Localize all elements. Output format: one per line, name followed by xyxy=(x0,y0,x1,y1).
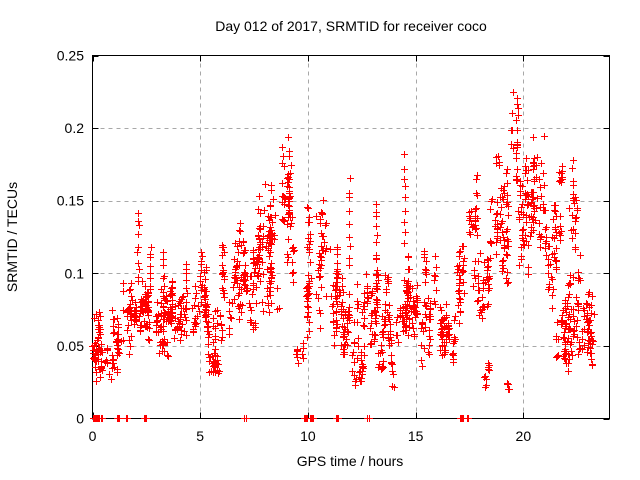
grid xyxy=(92,55,610,419)
y-tick-label: 0.1 xyxy=(65,265,85,281)
y-tick-label: 0.25 xyxy=(57,48,84,64)
x-axis-label: GPS time / hours xyxy=(297,453,404,469)
chart-title: Day 012 of 2017, SRMTID for receiver coc… xyxy=(215,18,487,34)
y-axis-label: SRMTID / TECUs xyxy=(4,182,20,292)
scatter-plus-markers xyxy=(89,89,598,422)
tick-labels: 0 5 10 15 20 0 0.05 0.1 0.15 0.2 0.25 xyxy=(57,48,532,445)
x-tick-label: 20 xyxy=(516,428,532,444)
y-tick-label: 0.2 xyxy=(65,120,85,136)
grid-lines xyxy=(92,55,610,419)
y-tick-label: 0.05 xyxy=(57,338,84,354)
y-tick-label: 0 xyxy=(76,411,84,427)
x-tick-label: 10 xyxy=(300,428,316,444)
plot-border xyxy=(92,55,610,419)
y-tick-label: 0.15 xyxy=(57,193,84,209)
x-tick-label: 5 xyxy=(196,428,204,444)
x-tick-label: 0 xyxy=(89,428,97,444)
x-tick-label: 15 xyxy=(408,428,424,444)
data-points xyxy=(89,89,598,422)
